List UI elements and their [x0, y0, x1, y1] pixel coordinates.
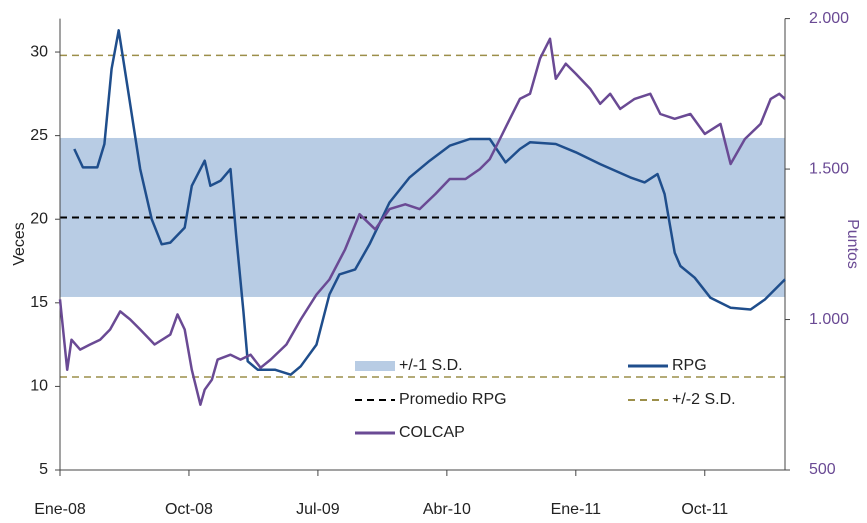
legend-label: COLCAP: [399, 424, 465, 441]
legend-label: Promedio RPG: [399, 391, 507, 408]
legend-label: RPG: [672, 357, 707, 374]
y-tick-label: 15: [30, 294, 48, 311]
y-axis-label: Veces: [11, 222, 28, 266]
x-tick-label: Jul-09: [296, 501, 340, 518]
y2-tick-label: 1.000: [809, 311, 849, 328]
y2-tick-label: 500: [809, 461, 836, 478]
line-series: [73, 29, 786, 376]
y-tick-label: 10: [30, 378, 48, 395]
y2-tick-label: 2.000: [809, 10, 849, 27]
y-tick-label: 25: [30, 127, 48, 144]
y2-tick-label: 1.500: [809, 160, 849, 177]
y-tick-label: 5: [39, 461, 48, 478]
y-tick-label: 20: [30, 210, 48, 227]
x-tick-label: Ene-08: [34, 501, 86, 518]
y2-axis-label: Puntos: [844, 219, 861, 269]
line-series: [58, 37, 786, 406]
x-tick-label: Ene-11: [551, 501, 602, 518]
x-tick-label: Abr-10: [423, 501, 471, 518]
legend-label: +/-2 S.D.: [672, 391, 736, 408]
legend-label: +/-1 S.D.: [399, 357, 463, 374]
x-tick-label: Oct-08: [165, 501, 213, 518]
legend-swatch: [355, 361, 395, 371]
x-tick-label: Oct-11: [681, 501, 728, 518]
y-tick-label: 30: [30, 43, 48, 60]
